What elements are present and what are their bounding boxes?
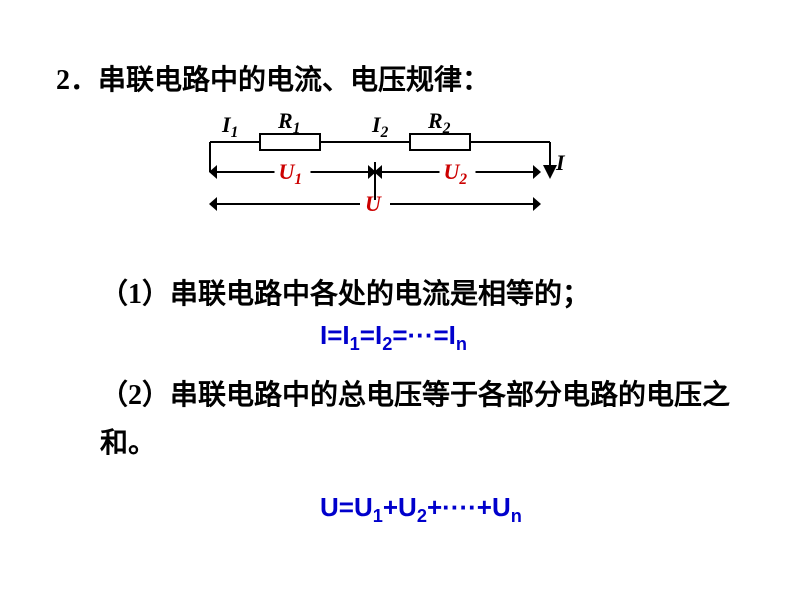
section-title: 2．串联电路中的电流、电压规律：: [56, 58, 490, 98]
point-2-text: （2）串联电路中的总电压等于各部分电路的电压之和。: [100, 372, 740, 467]
svg-text:I1: I1: [221, 112, 238, 141]
formula-current: I=I1=I2=···=In: [320, 320, 467, 355]
point-1-text: （1）串联电路中各处的电流是相等的；: [100, 272, 590, 312]
formula-voltage: U=U1+U2+····+Un: [320, 492, 522, 527]
circuit-diagram: I1 R1 I2 R2 I U1 U2 U: [200, 110, 570, 240]
svg-text:I2: I2: [371, 112, 389, 141]
svg-text:U: U: [365, 191, 382, 216]
svg-text:U2: U2: [444, 159, 468, 188]
svg-text:U1: U1: [279, 159, 303, 188]
svg-text:R2: R2: [427, 110, 451, 137]
svg-text:I: I: [555, 150, 566, 175]
svg-text:R1: R1: [277, 110, 300, 137]
